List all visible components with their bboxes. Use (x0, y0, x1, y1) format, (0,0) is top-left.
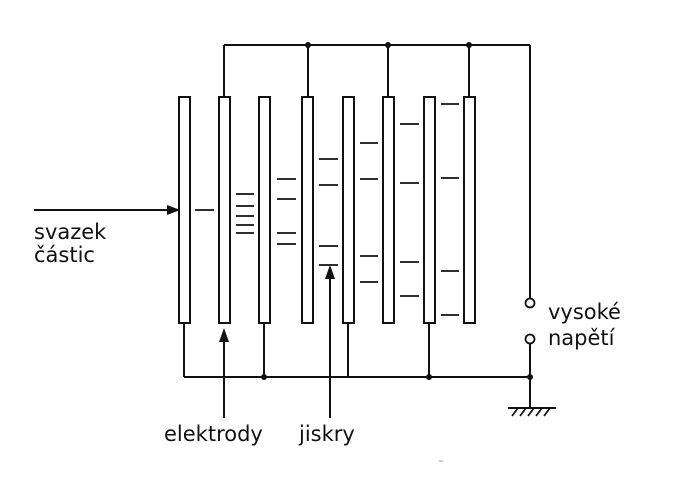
ground-icon (508, 407, 556, 417)
electrode-plate (301, 96, 314, 324)
electrode-plate (342, 96, 355, 324)
electrodes-label: elektrody (164, 422, 263, 446)
high-voltage-label-line2: napětí (548, 326, 616, 350)
electrode-plate (258, 96, 271, 324)
electrode-plate (423, 96, 436, 324)
high-voltage-label-line1: vysoké (548, 300, 621, 324)
high-voltage-terminals (524, 297, 536, 345)
electrode-plates (178, 96, 476, 324)
beam-label-line1: svazek (34, 220, 107, 244)
electrode-plate (382, 96, 395, 324)
spark-marks (195, 103, 459, 316)
top-bus (223, 42, 531, 298)
electrode-plate (463, 96, 476, 324)
sparks-label: jiskry (298, 422, 355, 446)
electrodes-arrow (219, 328, 229, 418)
beam-label-line2: částic (34, 243, 95, 267)
bottom-bus (183, 323, 533, 408)
beam-arrow (34, 205, 180, 215)
electrode-plate (178, 96, 191, 324)
electrode-plate (218, 96, 231, 324)
sparks-arrow (325, 265, 335, 418)
